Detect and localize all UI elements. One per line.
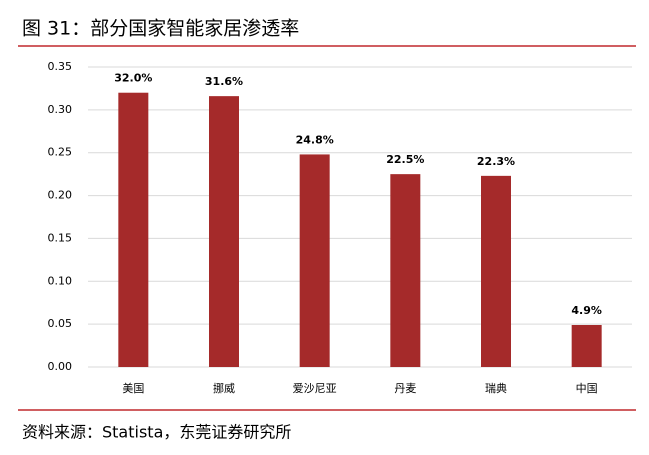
value-label: 24.8%: [296, 133, 334, 146]
x-tick-label: 爱沙尼亚: [293, 382, 337, 395]
y-tick-label: 0.05: [48, 317, 73, 330]
y-tick-label: 0.15: [48, 231, 73, 244]
value-label: 22.5%: [386, 153, 424, 166]
y-tick-label: 0.10: [48, 274, 73, 287]
y-tick-label: 0.30: [48, 103, 73, 116]
x-tick-label: 丹麦: [394, 382, 416, 395]
bar: [299, 154, 330, 367]
chart-title: 图 31：部分国家智能家居渗透率: [22, 18, 299, 40]
source: 资料来源：Statista，东莞证券研究所: [22, 423, 291, 442]
y-tick-label: 0.25: [48, 146, 73, 159]
bar: [118, 92, 149, 367]
value-label: 32.0%: [114, 72, 152, 85]
y-tick-label: 0.00: [48, 360, 73, 373]
bar: [209, 96, 239, 368]
y-tick-label: 0.35: [48, 60, 73, 73]
value-label: 4.9%: [571, 304, 602, 317]
value-label: 22.3%: [477, 155, 515, 168]
x-tick-label: 瑞典: [485, 381, 507, 395]
y-tick-label: 0.20: [48, 189, 73, 202]
value-label: 31.6%: [205, 75, 243, 88]
x-tick-label: 中国: [576, 382, 598, 395]
x-tick-label: 挪威: [213, 381, 235, 395]
bar: [571, 325, 602, 367]
x-tick-label: 美国: [122, 382, 144, 395]
bar: [390, 174, 421, 367]
bar: [481, 175, 511, 367]
